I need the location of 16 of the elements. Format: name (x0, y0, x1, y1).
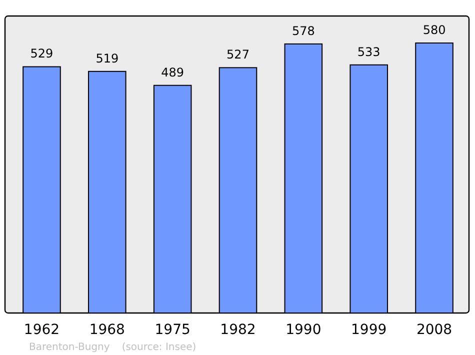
data-label: 529 (30, 46, 54, 61)
x-tick-label: 1999 (351, 322, 387, 338)
data-label: 527 (226, 48, 250, 62)
text: (source: Insee) (122, 342, 196, 353)
text: Barenton-Bugny (29, 342, 110, 353)
x-tick-label: 1975 (154, 322, 190, 338)
data-label: 533 (357, 44, 380, 59)
x-tick-label: 1962 (24, 322, 60, 338)
data-label: 519 (96, 51, 119, 66)
x-tick-label: 2008 (416, 322, 452, 338)
x-tick-label: 1990 (286, 322, 322, 338)
data-label: 580 (422, 23, 446, 37)
x-tick-label: 1982 (220, 322, 256, 338)
x-tick-label: 1968 (89, 322, 125, 338)
data-label: 578 (292, 24, 315, 38)
data-label: 489 (161, 65, 184, 80)
